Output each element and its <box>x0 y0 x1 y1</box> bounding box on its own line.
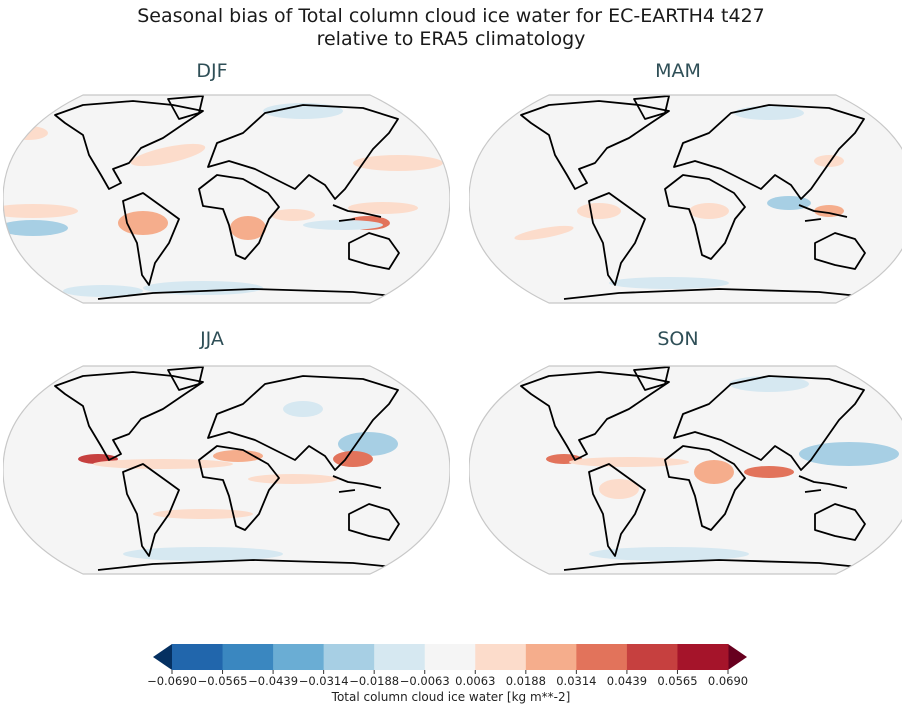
map-panel-djf <box>3 94 450 304</box>
colorbar-segment <box>475 644 527 670</box>
map-panel-son <box>469 365 902 575</box>
colorbar-tick-label: 0.0565 <box>657 674 698 688</box>
colorbar-segment <box>576 644 628 670</box>
colorbar-tick-label: −0.0565 <box>197 674 248 688</box>
figure-title: Seasonal bias of Total column cloud ice … <box>0 5 902 51</box>
colorbar-segment <box>172 644 224 670</box>
panel-title-mam: MAM <box>655 60 701 82</box>
colorbar-tick-label: −0.0063 <box>399 674 450 688</box>
colorbar-label: Total column cloud ice water [kg m**-2] <box>331 690 571 704</box>
colorbar-tick-label: −0.0439 <box>248 674 299 688</box>
colorbar-segment <box>525 644 577 670</box>
colorbar-extend-over <box>728 644 747 670</box>
colorbar-segment <box>424 644 476 670</box>
colorbar-tick-label: −0.0690 <box>147 674 197 688</box>
colorbar-tick-label: −0.0314 <box>298 674 349 688</box>
colorbar-segment <box>323 644 375 670</box>
panel-title-son: SON <box>657 328 699 350</box>
colorbar-extend-under <box>153 644 172 670</box>
colorbar-tick-label: 0.0063 <box>455 674 496 688</box>
panel-title-jja: JJA <box>200 328 224 350</box>
map-panel-mam <box>469 94 902 304</box>
title-line-1: Seasonal bias of Total column cloud ice … <box>137 5 765 27</box>
colorbar-tick-label: 0.0188 <box>505 674 546 688</box>
colorbar-segment <box>374 644 426 670</box>
colorbar-segment <box>677 644 729 670</box>
colorbar-tick-label: −0.0188 <box>349 674 400 688</box>
colorbar-tick-label: 0.0439 <box>606 674 648 688</box>
colorbar-tick-label: 0.0690 <box>707 674 749 688</box>
title-line-2: relative to ERA5 climatology <box>316 28 586 50</box>
panel-title-djf: DJF <box>196 60 228 82</box>
colorbar-segment <box>222 644 274 670</box>
colorbar-segment <box>626 644 678 670</box>
colorbar-tick-label: 0.0314 <box>556 674 597 688</box>
colorbar <box>153 644 747 674</box>
colorbar-segment <box>273 644 325 670</box>
map-panel-jja <box>3 365 450 575</box>
